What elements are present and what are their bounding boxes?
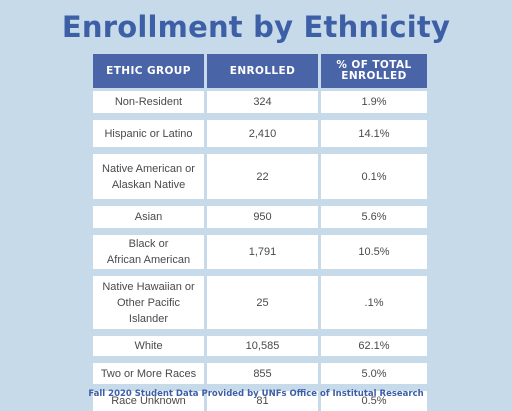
enrolled-cell: 81 [207,391,318,411]
table-row: Two or More Races 855 5.0% [93,363,427,384]
table-row: Native Hawaiian or Other Pacific Islande… [93,276,427,329]
table-row: Non-Resident 324 1.9% [93,91,427,113]
percent-cell: 1.9% [321,91,427,113]
enrolled-cell: 855 [207,363,318,384]
table-row: Hispanic or Latino 2,410 14.1% [93,120,427,147]
ethnic-group-cell: Race Unknown [93,391,204,411]
ethnic-group-cell: White [93,336,204,356]
enrolled-cell: 22 [207,154,318,199]
enrolled-cell: 2,410 [207,120,318,147]
header-ethnic-group: ETHIC GROUP [93,54,204,88]
enrolled-cell: 324 [207,91,318,113]
header-percent-total: % OF TOTAL ENROLLED [321,54,427,88]
enrolled-cell: 1,791 [207,235,318,269]
enrolled-cell: 10,585 [207,336,318,356]
enrollment-table: ETHIC GROUP ENROLLED % OF TOTAL ENROLLED… [93,54,427,411]
ethnic-group-cell: Native Hawaiian or Other Pacific Islande… [93,276,204,329]
ethnic-group-cell: Hispanic or Latino [93,120,204,147]
percent-cell: 0.1% [321,154,427,199]
table-row: Asian 950 5.6% [93,206,427,228]
percent-cell: 10.5% [321,235,427,269]
enrolled-cell: 950 [207,206,318,228]
source-note: Fall 2020 Student Data Provided by UNFs … [88,389,424,399]
table-header: ETHIC GROUP ENROLLED % OF TOTAL ENROLLED [93,54,427,88]
table-row: White 10,585 62.1% [93,336,427,356]
enrolled-cell: 25 [207,276,318,329]
ethnic-group-cell: Two or More Races [93,363,204,384]
table-row: Race Unknown 81 0.5% [93,391,427,411]
percent-cell: 14.1% [321,120,427,147]
header-enrolled: ENROLLED [207,54,318,88]
ethnic-group-cell: Black or African American [93,235,204,269]
table-body: Non-Resident 324 1.9% Hispanic or Latino 2,4… [93,91,427,411]
table-row: Black or African American 1,791 10.5% [93,235,427,269]
percent-cell: 5.0% [321,363,427,384]
table-row: Native American or Alaskan Native 22 0.1% [93,154,427,199]
ethnic-group-cell: Native American or Alaskan Native [93,154,204,199]
ethnic-group-cell: Non-Resident [93,91,204,113]
ethnic-group-cell: Asian [93,206,204,228]
percent-cell: 5.6% [321,206,427,228]
percent-cell: .1% [321,276,427,329]
percent-cell: 0.5% [321,391,427,411]
percent-cell: 62.1% [321,336,427,356]
chart-title: Enrollment by Ethnicity [61,10,451,44]
